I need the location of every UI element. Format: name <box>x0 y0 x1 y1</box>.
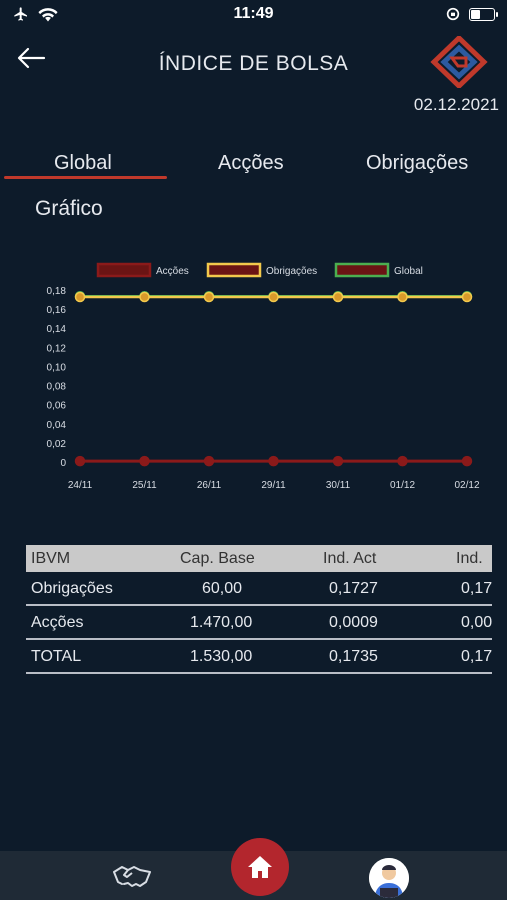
y-tick-label: 0,12 <box>47 343 67 354</box>
data-point <box>203 291 215 303</box>
cell-ind: 0,17 <box>461 580 492 597</box>
index-table: IBVM Cap. Base Ind. Act Ind. Obrigações … <box>26 545 492 674</box>
data-point <box>139 455 150 467</box>
table-row: Obrigações 60,00 0,1727 0,17 <box>26 572 492 606</box>
header-ibvm: IBVM <box>31 550 71 567</box>
legend-label: Global <box>394 266 423 277</box>
cell-label: TOTAL <box>31 648 82 665</box>
tab-accoes[interactable]: Acções <box>218 152 284 174</box>
data-point <box>461 455 473 467</box>
y-tick-label: 0,08 <box>47 382 67 393</box>
cell-ind-act: 0,1727 <box>329 580 378 597</box>
legend-swatch <box>206 262 262 278</box>
nav-home-button[interactable] <box>231 838 289 896</box>
x-tick-label: 26/11 <box>197 480 222 491</box>
date-label: 02.12.2021 <box>413 95 499 114</box>
y-tick-label: 0,02 <box>47 439 67 450</box>
data-point <box>332 291 344 303</box>
data-point <box>139 291 150 303</box>
table-row: TOTAL 1.530,00 0,1735 0,17 <box>26 640 492 674</box>
nav-deals-button[interactable] <box>112 862 152 892</box>
cell-ind: 0,00 <box>461 614 492 631</box>
y-tick-label: 0 <box>60 458 66 469</box>
status-right <box>445 6 498 22</box>
line-chart: Acções Obrigações Global 0 0,02 0,04 0,06 0,08 0… <box>47 262 480 491</box>
battery-icon <box>469 7 498 21</box>
y-tick-label: 0,06 <box>47 401 67 412</box>
legend-swatch <box>334 262 390 278</box>
y-tick-label: 0,10 <box>47 362 67 373</box>
tab-global[interactable]: Global <box>54 152 112 174</box>
header-ind: Ind. <box>456 550 483 567</box>
status-bar: 11:49 <box>0 0 507 30</box>
data-point <box>203 455 215 467</box>
data-point <box>268 291 279 303</box>
section-title: Gráfico <box>35 197 103 220</box>
active-tab-indicator <box>4 176 167 179</box>
y-tick-label: 0,14 <box>47 324 67 335</box>
cell-cap-base: 1.470,00 <box>190 614 253 631</box>
airplane-icon <box>14 7 27 21</box>
orientation-lock-icon <box>446 7 460 21</box>
x-tick-label: 24/11 <box>68 480 93 491</box>
cell-ind: 0,17 <box>461 648 492 665</box>
profile-avatar <box>369 858 409 898</box>
arrow-left-icon <box>17 47 46 69</box>
handshake-icon <box>113 866 151 887</box>
status-left <box>12 6 58 22</box>
cell-ind-act: 0,1735 <box>329 648 378 665</box>
x-tick-label: 02/12 <box>454 480 479 491</box>
legend-swatch <box>96 262 152 278</box>
legend-label: Acções <box>156 266 189 277</box>
data-point <box>268 455 279 467</box>
home-icon <box>248 856 272 878</box>
cell-label: Obrigações <box>31 580 113 597</box>
y-tick-label: 0,16 <box>47 305 67 316</box>
back-button[interactable] <box>14 44 48 72</box>
x-tick-label: 30/11 <box>326 480 351 491</box>
x-tick-label: 01/12 <box>390 480 415 491</box>
wifi-icon <box>38 8 58 22</box>
cell-cap-base: 60,00 <box>202 580 243 597</box>
x-tick-label: 25/11 <box>132 480 157 491</box>
cell-ind-act: 0,0009 <box>329 614 378 631</box>
table-row: Acções 1.470,00 0,0009 0,00 <box>26 606 492 640</box>
battery-fill <box>471 9 481 19</box>
y-tick-label: 0,18 <box>47 286 67 297</box>
cell-label: Acções <box>31 614 84 631</box>
legend-label: Obrigações <box>266 266 317 277</box>
data-point <box>74 455 86 467</box>
nav-profile-button[interactable] <box>369 858 409 898</box>
cell-cap-base: 1.530,00 <box>190 648 253 665</box>
data-point <box>461 291 473 303</box>
header-cap-base: Cap. Base <box>180 550 255 567</box>
data-point <box>332 455 344 467</box>
data-point <box>397 455 408 467</box>
data-point <box>74 291 86 303</box>
data-point <box>397 291 408 303</box>
page-title: ÍNDICE DE BOLSA <box>158 52 349 75</box>
y-tick-label: 0,04 <box>47 420 67 431</box>
status-time: 11:49 <box>233 5 274 22</box>
header-ind-act: Ind. Act <box>323 550 377 567</box>
tab-obrigacoes[interactable]: Obrigações <box>366 152 469 174</box>
x-tick-label: 29/11 <box>261 480 286 491</box>
brand-logo <box>430 34 488 90</box>
table-header: IBVM Cap. Base Ind. Act Ind. <box>26 545 492 572</box>
